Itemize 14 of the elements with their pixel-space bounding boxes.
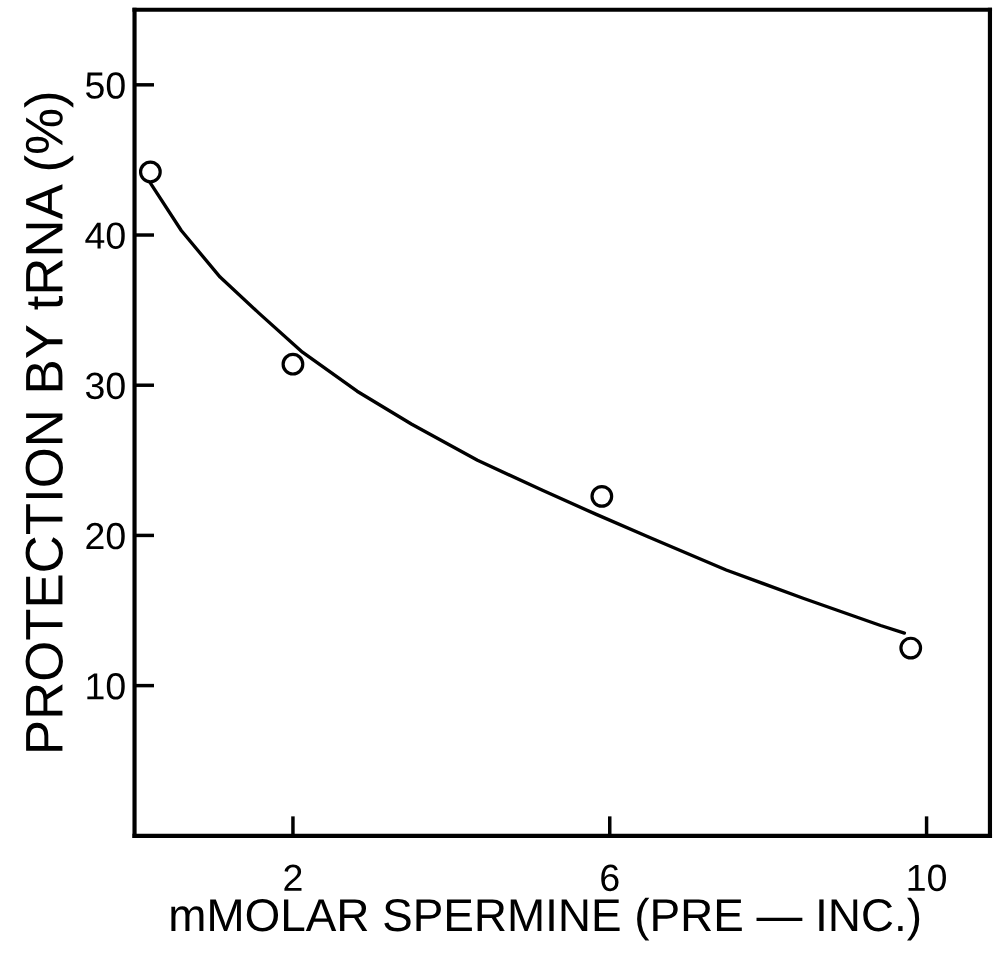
y-tick-label: 40 bbox=[85, 222, 125, 249]
x-tick-label: 2 bbox=[284, 864, 302, 891]
point bbox=[590, 484, 614, 508]
y-tick-label: 50 bbox=[86, 72, 125, 99]
x-tick-label: 10 bbox=[908, 864, 946, 892]
x-axis-title: mMOLAR SPERMINE (PRE — INC.) bbox=[171, 897, 920, 941]
point bbox=[138, 160, 162, 184]
x-tick-label: 6 bbox=[601, 864, 619, 892]
y-tick-label: 30 bbox=[85, 372, 125, 400]
y-axis-title: PROTECTION BY tRNA (%) bbox=[24, 93, 74, 751]
y-tick-label: 20 bbox=[86, 522, 125, 550]
point bbox=[281, 352, 305, 376]
point bbox=[899, 636, 923, 660]
y-tick-label: 10 bbox=[87, 673, 125, 700]
